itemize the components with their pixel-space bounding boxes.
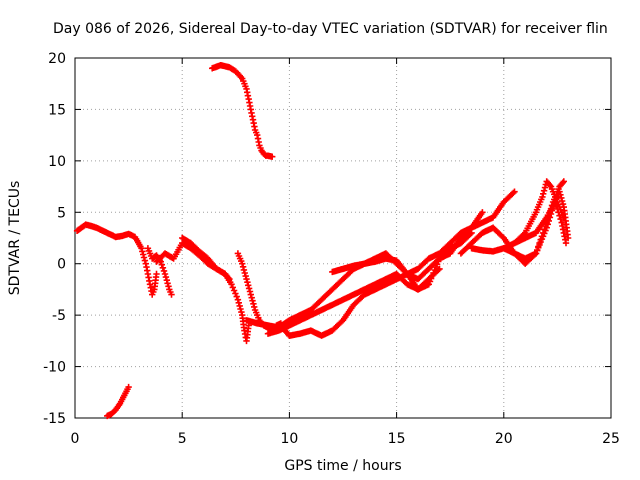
series-seg-late-d [511,198,570,247]
data-points [104,383,132,420]
series-seg-rise-c [286,188,518,339]
x-tick-label: 15 [388,431,406,447]
x-axis-label: GPS time / hours [284,458,401,474]
x-tick-label: 25 [602,431,620,447]
x-tick-label: 0 [71,431,80,447]
x-tick-label: 10 [280,431,298,447]
data-series [73,62,572,420]
series-seg-late-c [500,188,572,267]
data-points [179,234,252,345]
data-points [73,221,160,298]
y-tick-label: 20 [48,51,66,67]
data-points [511,198,570,247]
y-tick-label: 15 [48,102,66,118]
series-seg-early [73,221,160,298]
data-points [329,255,443,293]
data-points [144,245,175,298]
x-tick-label: 5 [178,431,187,447]
x-axis: 0 5 10 15 20 25 [71,58,620,447]
series-seg-early-b [144,245,175,298]
chart-title: Day 086 of 2026, Sidereal Day-to-day VTE… [53,21,608,37]
series-seg-mid-b [179,234,252,345]
data-points [500,188,572,267]
y-tick-label: -5 [52,308,66,324]
series-seg-upper [209,62,276,160]
y-axis-label: SDTVAR / TECUs [7,181,23,296]
y-tick-label: -10 [43,360,66,376]
y-tick-label: 10 [48,154,66,170]
series-seg-rise-d [329,255,443,293]
grid [75,58,611,418]
data-points [264,209,486,337]
plot-frame [74,57,612,419]
data-points [209,62,276,160]
data-points [286,188,518,339]
series-seg-rise-b [264,209,486,337]
y-tick-label: 5 [57,205,66,221]
y-tick-label: 0 [57,257,66,273]
x-tick-label: 20 [495,431,513,447]
y-axis: -15 -10 -5 0 5 10 15 20 [43,51,611,427]
series-seg-lower [104,383,132,420]
y-tick-label: -15 [43,411,66,427]
